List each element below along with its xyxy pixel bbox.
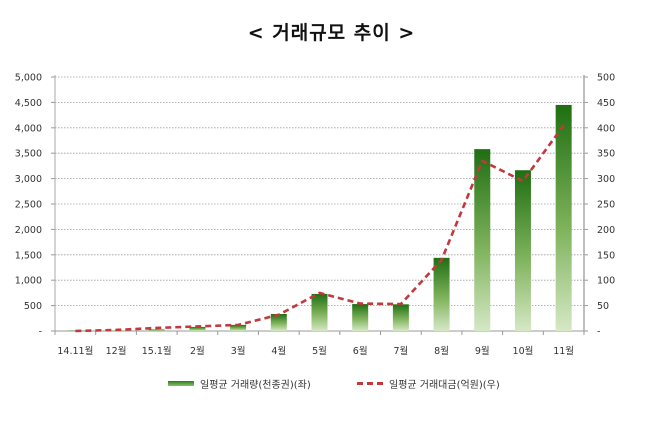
- right-axis-tick: 250: [597, 200, 615, 211]
- right-axis-tick: 400: [597, 123, 615, 134]
- x-axis-label: 6월: [353, 345, 368, 357]
- legend-item-line: 일평균 거래대금(억원)(우): [357, 376, 500, 391]
- right-axis-tick: 200: [597, 225, 615, 236]
- trade-value-line: [75, 124, 565, 333]
- x-axis-label: 8월: [434, 345, 449, 357]
- bar-swatch-icon: [168, 381, 194, 386]
- right-axis-tick: 50: [597, 301, 609, 312]
- right-axis-tick: 350: [597, 149, 615, 160]
- right-axis-tick: 500: [597, 73, 615, 84]
- left-axis-tick: 4,000: [15, 123, 42, 134]
- bar: [514, 170, 531, 331]
- x-axis-label: 9월: [475, 345, 490, 357]
- legend-label-bar: 일평균 거래량(천종권)(좌): [200, 380, 311, 391]
- bar: [474, 149, 491, 331]
- dashed-line-swatch-icon: [357, 382, 383, 385]
- bar: [311, 293, 328, 331]
- x-axis-label: 3월: [231, 345, 246, 357]
- right-axis-tick: 300: [597, 174, 615, 185]
- left-axis-tick: 500: [24, 301, 42, 312]
- left-axis-tick: 4,500: [15, 98, 42, 109]
- bar: [352, 304, 369, 331]
- right-axis-tick: -: [597, 327, 600, 338]
- left-axis-tick: 3,500: [15, 149, 42, 160]
- bar: [392, 304, 409, 331]
- bar: [555, 104, 572, 331]
- bar: [189, 326, 206, 331]
- right-axis-tick: 100: [597, 276, 615, 287]
- right-axis-tick: 450: [597, 98, 615, 109]
- x-axis-label: 15.1월: [142, 345, 172, 357]
- left-axis-tick: 2,000: [15, 225, 42, 236]
- x-axis-label: 5월: [312, 345, 327, 357]
- left-axis-tick: -: [39, 327, 42, 338]
- legend-label-line: 일평균 거래대금(억원)(우): [389, 380, 500, 391]
- left-axis-tick: 5,000: [15, 73, 42, 84]
- x-axis-label: 12월: [106, 345, 127, 357]
- x-axis-label: 14.11월: [57, 345, 93, 357]
- bar: [230, 324, 247, 331]
- left-axis-tick: 1,000: [15, 276, 42, 287]
- chart-title: < 거래규모 추이 >: [247, 22, 416, 44]
- legend-item-bar: 일평균 거래량(천종권)(좌): [168, 376, 311, 391]
- x-axis-label: 2월: [190, 345, 205, 357]
- right-axis-tick: 150: [597, 250, 615, 261]
- x-axis-label: 10월: [513, 345, 534, 357]
- bar: [148, 329, 165, 331]
- bar: [270, 313, 287, 331]
- bar: [433, 257, 450, 331]
- x-axis-label: 4월: [271, 345, 286, 357]
- left-axis-tick: 2,500: [15, 200, 42, 211]
- left-axis-tick: 1,500: [15, 250, 42, 261]
- x-axis-label: 11월: [553, 345, 574, 357]
- left-axis-tick: 3,000: [15, 174, 42, 185]
- x-axis-label: 7월: [393, 345, 408, 357]
